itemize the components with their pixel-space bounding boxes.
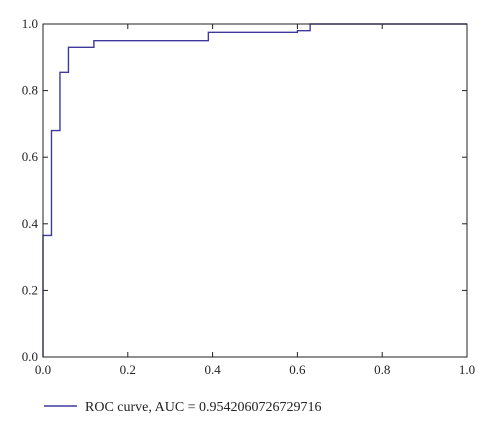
legend-label: ROC curve, AUC = 0.9542060726729716: [85, 400, 322, 415]
x-tick-label: 0.4: [204, 362, 221, 377]
y-tick-label: 0.8: [22, 83, 38, 98]
x-tick-label: 0.6: [289, 362, 306, 377]
roc-curve-line: [42, 23, 467, 357]
axis-ticks: [42, 23, 468, 358]
y-tick-label: 1.0: [22, 16, 38, 31]
x-tick-label: 0.8: [374, 362, 390, 377]
series-layer: [42, 23, 467, 357]
y-tick-label: 0.2: [22, 282, 38, 297]
legend: ROC curve, AUC = 0.9542060726729716: [44, 400, 322, 415]
x-tick-label: 1.0: [459, 362, 475, 377]
plot-frame: [42, 23, 468, 358]
y-tick-label: 0.4: [22, 216, 39, 231]
y-tick-label: 0.6: [22, 149, 39, 164]
y-tick-label: 0.0: [22, 349, 38, 364]
axis-tick-labels: 0.0 0.2 0.4 0.6 0.8 1.0 0.0 0.2 0.4 0.6 0.8 1.0: [22, 16, 475, 377]
x-tick-label: 0.2: [120, 362, 136, 377]
x-tick-label: 0.0: [35, 362, 51, 377]
